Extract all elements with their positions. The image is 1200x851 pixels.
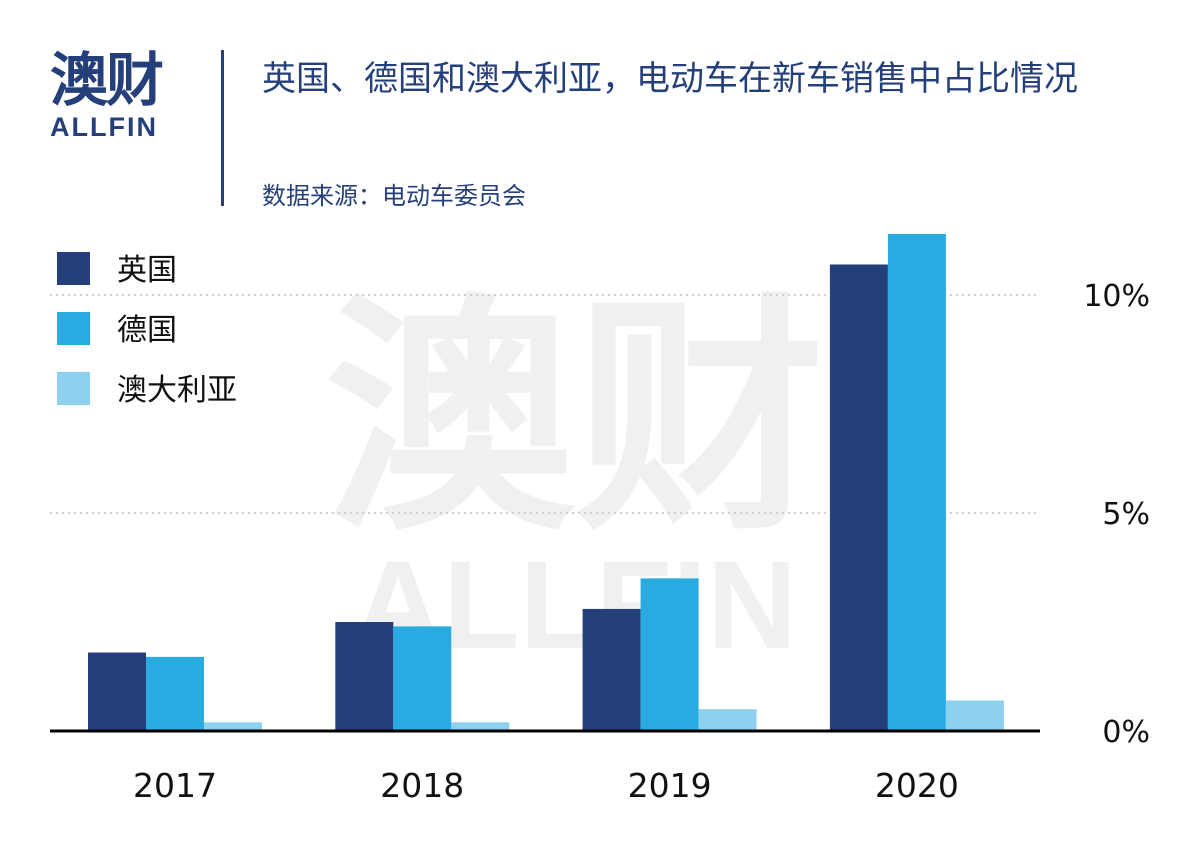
chart-title: 英国、德国和澳大利亚，电动车在新车销售中占比情况 (262, 59, 1078, 99)
logo-en: ALLFIN (50, 112, 158, 142)
watermark-cn: 澳财 (325, 273, 825, 564)
bar-2020-英国 (829, 264, 888, 731)
x-tick-label: 2020 (875, 766, 959, 805)
bar-2017-澳大利亚 (204, 722, 262, 731)
y-tick-label: 5% (1102, 497, 1150, 532)
x-tick-label: 2017 (133, 766, 217, 805)
logo-cn: 澳财 (50, 46, 164, 114)
legend-label: 德国 (117, 313, 177, 348)
bar-2020-德国 (887, 233, 946, 731)
y-tick-label: 10% (1083, 279, 1150, 314)
chart-source: 数据来源：电动车委员会 (262, 182, 526, 210)
y-tick-label: 0% (1102, 715, 1150, 750)
legend-swatch (57, 312, 90, 345)
bar-2017-德国 (146, 656, 204, 731)
x-tick-label: 2019 (628, 766, 712, 805)
logo: 澳财 ALLFIN (50, 48, 180, 143)
bar-2019-德国 (640, 578, 699, 731)
bar-2019-英国 (582, 608, 641, 731)
bar-2018-澳大利亚 (451, 722, 510, 731)
legend-swatch (57, 252, 90, 285)
header-divider (221, 50, 224, 206)
bar-2017-英国 (88, 652, 146, 731)
bar-2019-澳大利亚 (698, 709, 757, 731)
legend-label: 澳大利亚 (117, 373, 237, 408)
bar-2018-德国 (393, 626, 452, 731)
bar-2020-澳大利亚 (945, 700, 1004, 731)
bar-2018-英国 (335, 622, 394, 731)
legend-swatch (57, 372, 90, 405)
legend-label: 英国 (117, 253, 177, 288)
x-tick-label: 2018 (380, 766, 464, 805)
